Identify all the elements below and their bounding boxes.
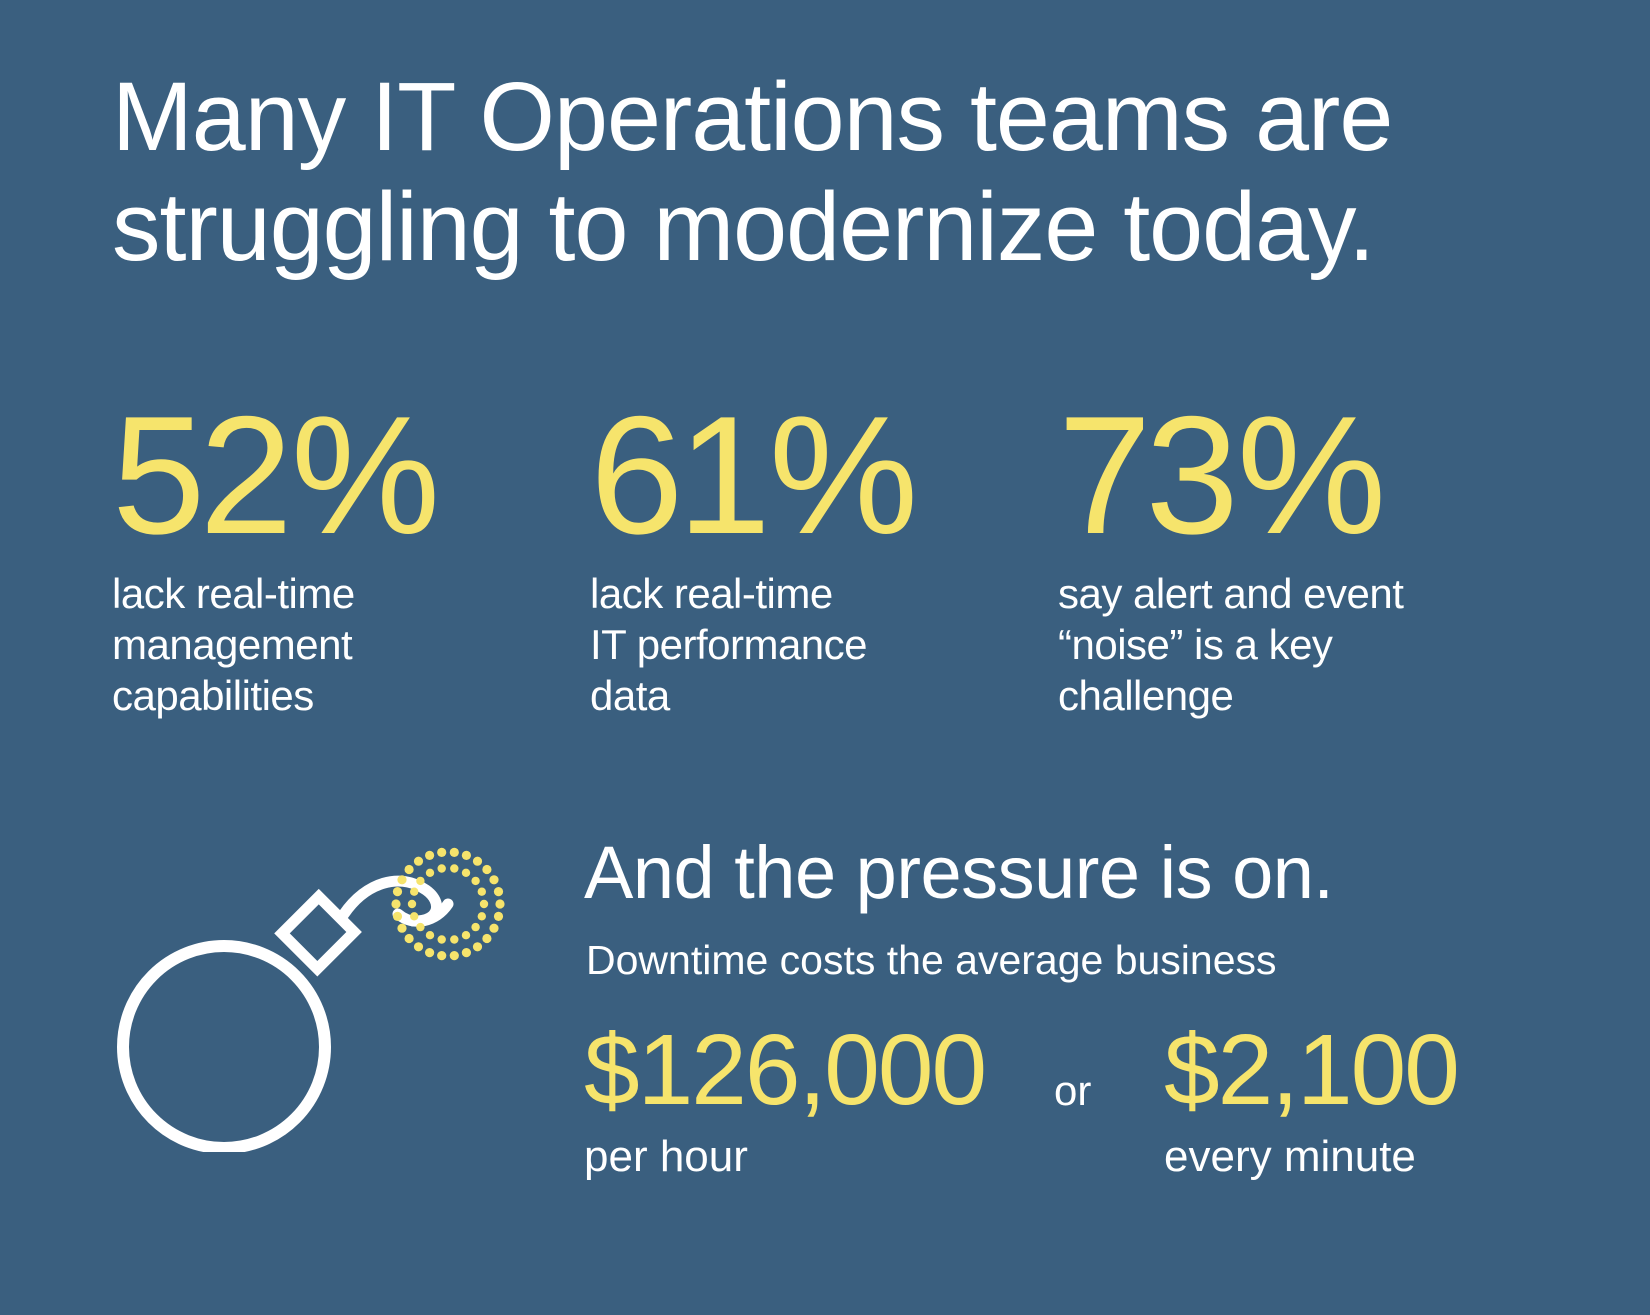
spark-dot <box>425 931 435 940</box>
spark-dot <box>479 899 489 909</box>
spark-dot <box>425 948 435 958</box>
cost-per-hour: $126,000 per hour <box>584 1014 987 1183</box>
spark-dot <box>471 876 480 886</box>
cost-amount: $2,100 <box>1164 1014 1460 1126</box>
currency-symbol: $ <box>1164 1014 1220 1126</box>
spark-dot <box>449 847 459 857</box>
spark-dot <box>416 876 425 886</box>
stat-number: 52 <box>112 381 293 569</box>
spark-dot <box>489 875 499 885</box>
spark-dot <box>495 899 505 909</box>
stat-description: lack real-time IT performance data <box>590 568 918 721</box>
spark-dot <box>493 887 504 897</box>
spark-dot <box>413 856 424 866</box>
headline: Many IT Operations teams are struggling … <box>112 62 1592 282</box>
cost-amount: $126,000 <box>584 1014 987 1126</box>
cost-per-minute: $2,100 every minute <box>1164 1014 1460 1183</box>
spark-dot <box>461 948 471 958</box>
stat-description-line: IT performance <box>590 621 868 668</box>
cost-unit: every minute <box>1164 1132 1416 1181</box>
pressure-title: And the pressure is on. <box>584 831 1334 914</box>
fuse-spark-dots <box>391 847 505 961</box>
stat-description: lack real-time management capabilities <box>112 568 440 721</box>
spark-dot <box>397 875 407 885</box>
spark-dot <box>410 887 419 896</box>
spark-dot <box>450 864 459 873</box>
spark-dot <box>472 942 483 952</box>
cost-unit: per hour <box>584 1132 748 1181</box>
spark-dot <box>461 850 471 860</box>
spark-dot <box>437 935 446 944</box>
spark-dot <box>416 922 425 932</box>
stat-performance: 61% lack real-time IT performance data <box>590 391 918 721</box>
spark-dot <box>482 933 492 944</box>
spark-dot <box>437 864 446 873</box>
spark-dot <box>482 864 492 875</box>
stat-description-line: data <box>590 672 670 719</box>
spark-dot <box>397 923 407 933</box>
spark-dot <box>392 911 403 921</box>
bomb-icon <box>117 847 505 1152</box>
spark-dot <box>461 868 471 877</box>
spark-dot <box>407 899 417 909</box>
spark-dot <box>410 912 419 921</box>
stat-description-line: lack real-time <box>112 570 355 617</box>
cost-value: 126,000 <box>637 1014 987 1126</box>
spark-dot <box>471 922 480 932</box>
stat-description: say alert and event “noise” is a key cha… <box>1058 568 1404 721</box>
stat-description-line: “noise” is a key <box>1058 621 1333 668</box>
spark-dot <box>437 951 447 961</box>
spark-dot <box>489 923 499 933</box>
spark-dot <box>404 933 414 944</box>
or-connector: or <box>1054 1067 1092 1114</box>
spark-dot <box>392 887 403 897</box>
stat-description-line: capabilities <box>112 672 314 719</box>
spark-dot <box>477 887 486 896</box>
spark-dot <box>425 868 435 877</box>
spark-dot <box>450 935 459 944</box>
headline-line-2: struggling to modernize today. <box>112 172 1375 281</box>
cost-value: 2,100 <box>1217 1014 1460 1126</box>
stat-percent-sign: % <box>768 381 919 569</box>
spark-dot <box>493 911 504 921</box>
currency-symbol: $ <box>584 1014 640 1126</box>
stat-description-line: management <box>112 621 353 668</box>
stat-description-line: say alert and event <box>1058 570 1404 617</box>
stat-management: 52% lack real-time management capabiliti… <box>112 391 440 721</box>
stat-noise: 73% say alert and event “noise” is a key… <box>1058 391 1404 721</box>
spark-dot <box>437 847 447 857</box>
spark-dot <box>413 942 424 952</box>
stat-percent-sign: % <box>290 381 441 569</box>
spark-dot <box>391 899 401 909</box>
spark-dot <box>449 951 459 961</box>
spark-dot <box>404 864 414 875</box>
headline-line-1: Many IT Operations teams are <box>112 62 1393 171</box>
spark-dot <box>472 856 483 866</box>
pressure-subtitle: Downtime costs the average business <box>586 937 1277 983</box>
stat-percent-sign: % <box>1236 381 1387 569</box>
stat-description-line: challenge <box>1058 672 1234 719</box>
stat-value: 73% <box>1058 391 1403 559</box>
spark-dot <box>477 912 486 921</box>
stat-number: 73 <box>1058 381 1239 569</box>
stat-description-line: lack real-time <box>590 570 833 617</box>
stat-number: 61 <box>590 381 771 569</box>
stat-value: 52% <box>112 391 440 559</box>
spark-dot <box>461 931 471 940</box>
spark-dot <box>425 850 435 860</box>
stat-value: 61% <box>590 391 918 559</box>
